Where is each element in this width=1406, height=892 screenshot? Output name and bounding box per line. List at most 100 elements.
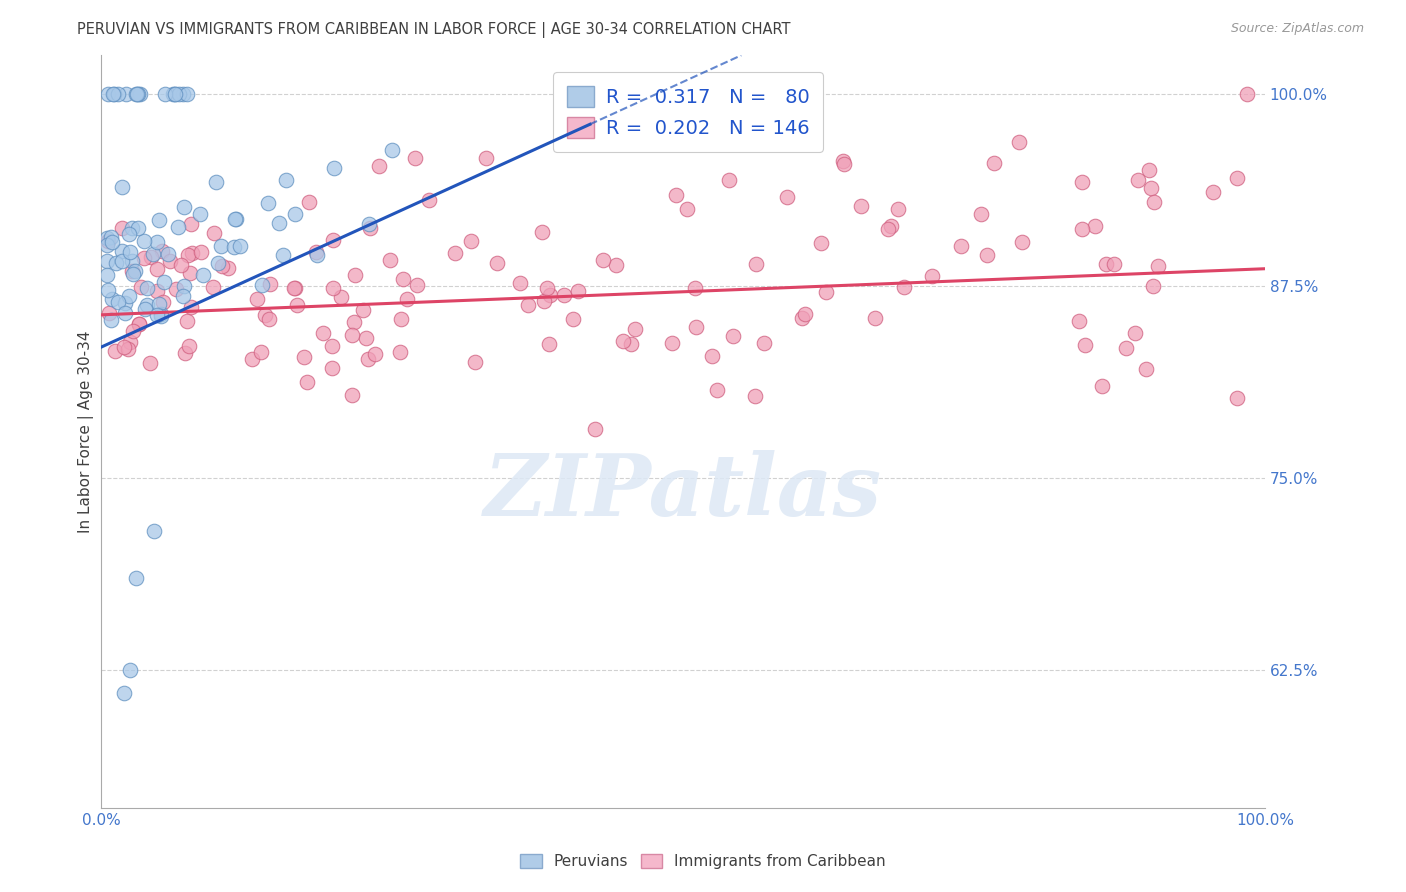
- Point: [343, 316, 366, 330]
- Point: [536, 281, 558, 295]
- Point: [612, 334, 634, 348]
- Point: [834, 157, 856, 171]
- Text: Source: ZipAtlas.com: Source: ZipAtlas.com: [1230, 22, 1364, 36]
- Point: [381, 143, 404, 157]
- Point: [970, 207, 993, 221]
- Point: [378, 253, 401, 268]
- Point: [107, 87, 129, 101]
- Point: [129, 87, 152, 101]
- Point: [1225, 171, 1247, 186]
- Point: [1142, 194, 1164, 209]
- Point: [475, 151, 498, 165]
- Point: [352, 302, 374, 317]
- Point: [163, 87, 186, 101]
- Point: [134, 234, 156, 248]
- Point: [1137, 163, 1160, 178]
- Point: [921, 268, 943, 283]
- Point: [120, 245, 142, 260]
- Point: [516, 298, 538, 312]
- Point: [96, 254, 118, 268]
- Text: ZIPatlas: ZIPatlas: [484, 450, 882, 533]
- Point: [357, 217, 380, 231]
- Point: [1095, 257, 1118, 271]
- Point: [222, 240, 245, 254]
- Point: [285, 298, 308, 312]
- Point: [949, 239, 972, 253]
- Point: [605, 259, 627, 273]
- Point: [775, 190, 797, 204]
- Point: [180, 300, 202, 314]
- Point: [257, 196, 280, 211]
- Point: [876, 221, 898, 235]
- Point: [418, 193, 440, 207]
- Point: [97, 284, 120, 298]
- Point: [1202, 185, 1225, 199]
- Point: [121, 324, 143, 338]
- Point: [624, 322, 647, 336]
- Point: [111, 254, 134, 268]
- Point: [886, 202, 908, 217]
- Point: [217, 261, 239, 276]
- Point: [267, 216, 290, 230]
- Point: [340, 388, 363, 402]
- Point: [107, 294, 129, 309]
- Point: [128, 318, 150, 332]
- Point: [1091, 378, 1114, 392]
- Point: [1226, 392, 1249, 406]
- Point: [1126, 172, 1149, 186]
- Point: [96, 268, 118, 282]
- Point: [173, 200, 195, 214]
- Point: [745, 257, 768, 271]
- Point: [388, 345, 411, 359]
- Point: [685, 319, 707, 334]
- Point: [396, 292, 419, 306]
- Point: [148, 213, 170, 227]
- Point: [112, 340, 135, 354]
- Point: [122, 267, 145, 281]
- Point: [283, 281, 305, 295]
- Point: [284, 206, 307, 220]
- Point: [794, 307, 817, 321]
- Point: [188, 207, 211, 221]
- Point: [254, 308, 277, 322]
- Point: [250, 278, 273, 293]
- Point: [125, 571, 148, 585]
- Point: [893, 280, 915, 294]
- Point: [150, 244, 173, 259]
- Point: [114, 306, 136, 320]
- Point: [114, 686, 136, 700]
- Point: [676, 202, 699, 216]
- Point: [700, 350, 723, 364]
- Point: [146, 261, 169, 276]
- Point: [117, 227, 139, 241]
- Point: [359, 221, 381, 235]
- Point: [134, 251, 156, 265]
- Point: [191, 268, 214, 282]
- Point: [531, 226, 554, 240]
- Point: [284, 281, 307, 295]
- Point: [863, 311, 886, 326]
- Point: [205, 175, 228, 189]
- Point: [100, 292, 122, 306]
- Point: [364, 347, 387, 361]
- Point: [294, 350, 316, 364]
- Point: [1070, 175, 1092, 189]
- Point: [181, 246, 204, 260]
- Point: [111, 180, 134, 194]
- Point: [127, 87, 149, 101]
- Point: [96, 87, 118, 101]
- Point: [173, 346, 195, 360]
- Point: [485, 255, 508, 269]
- Point: [259, 277, 281, 292]
- Point: [163, 87, 186, 101]
- Point: [392, 272, 415, 286]
- Point: [509, 277, 531, 291]
- Point: [271, 248, 294, 262]
- Point: [323, 161, 346, 176]
- Point: [849, 198, 872, 212]
- Point: [1140, 180, 1163, 194]
- Point: [810, 235, 832, 250]
- Point: [592, 252, 614, 267]
- Point: [661, 336, 683, 351]
- Point: [114, 87, 136, 101]
